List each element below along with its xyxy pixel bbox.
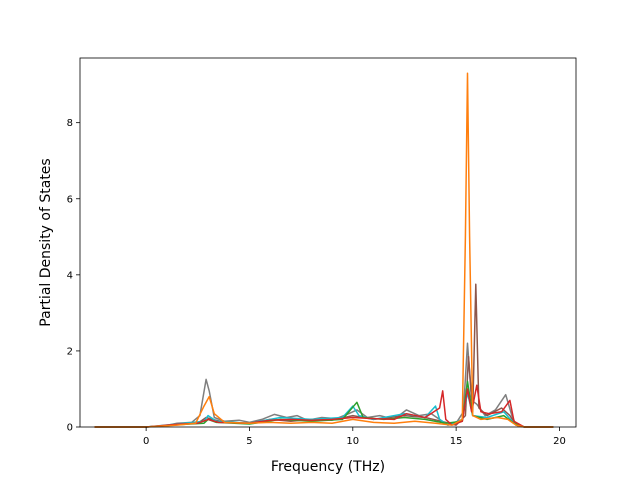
x-axis-ticks: 0 5 10 15 20 (143, 427, 566, 447)
y-tick-label: 6 (67, 194, 73, 205)
x-tick-label: 15 (450, 436, 463, 447)
y-axis-ticks: 0 2 4 6 8 (67, 118, 80, 434)
series-line-2 (94, 392, 554, 428)
x-tick-label: 10 (346, 436, 359, 447)
y-axis-label: Partial Density of States (38, 158, 54, 326)
y-tick-label: 4 (67, 270, 73, 281)
series-line-5 (94, 72, 554, 428)
x-tick-label: 0 (143, 436, 149, 447)
plot-frame (79, 57, 577, 428)
y-tick-label: 2 (67, 346, 73, 357)
y-tick-label: 8 (67, 118, 73, 129)
x-tick-label: 5 (246, 436, 252, 447)
series-lines (94, 72, 554, 428)
y-tick-label: 0 (67, 423, 73, 434)
series-line-1 (94, 283, 554, 428)
series-line-0 (94, 342, 554, 428)
x-axis-label: Frequency (THz) (271, 459, 385, 475)
series-line-4 (94, 384, 554, 428)
x-tick-label: 20 (553, 436, 566, 447)
